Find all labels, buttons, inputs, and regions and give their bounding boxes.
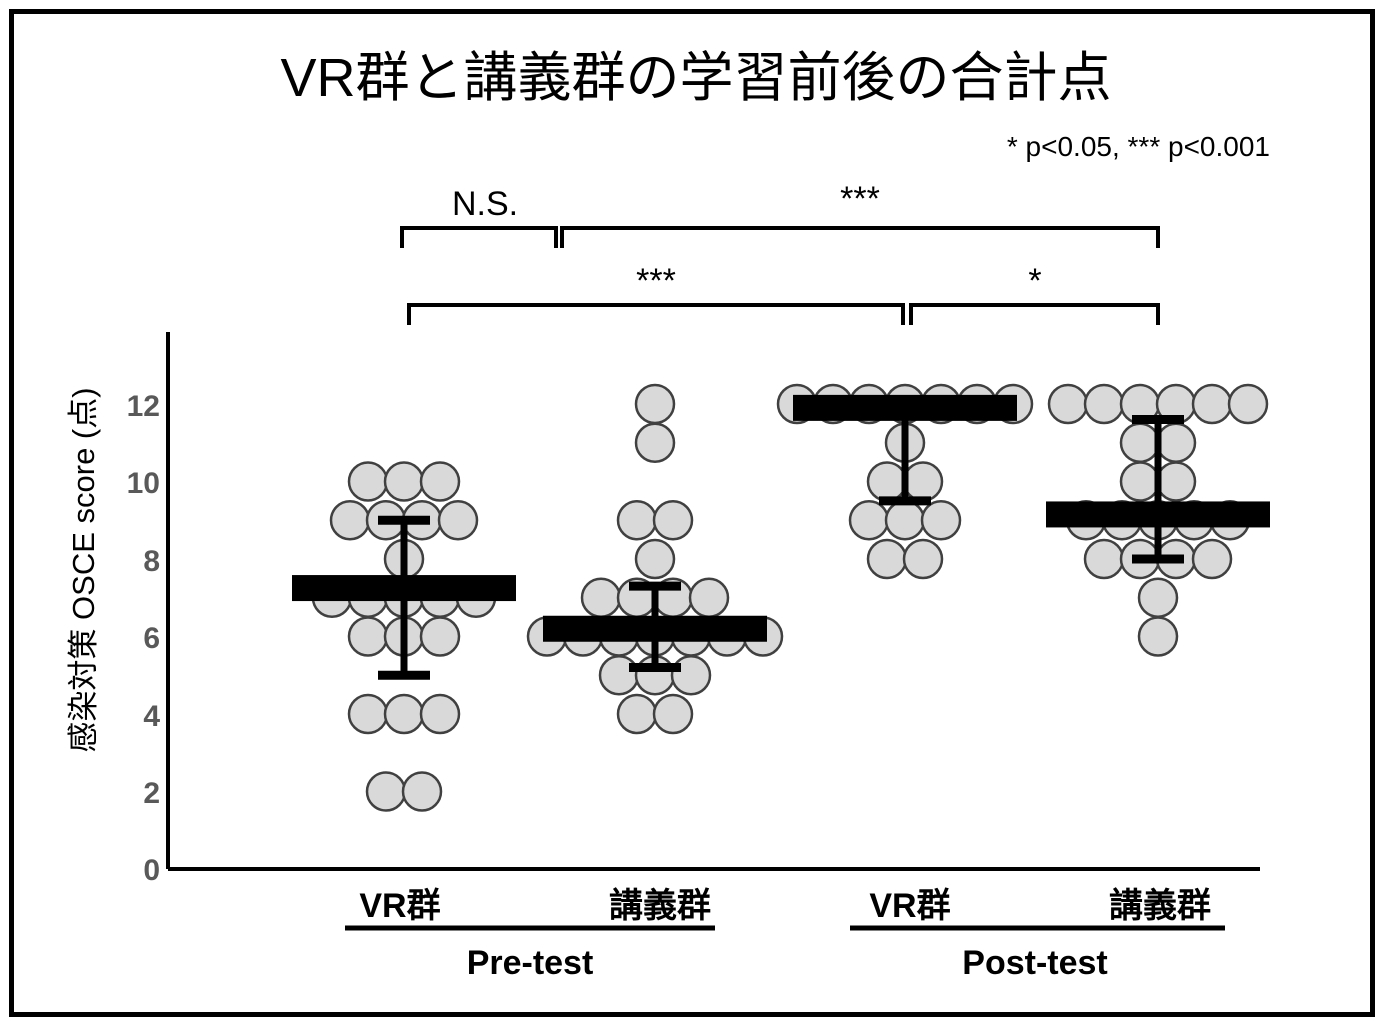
data-point <box>1047 383 1089 425</box>
data-point <box>580 577 622 618</box>
y-tick-0: 0 <box>143 854 160 887</box>
y-tick-2: 2 <box>143 777 160 810</box>
mean-bar <box>793 394 1017 421</box>
data-point <box>652 500 694 541</box>
data-point <box>1155 461 1197 502</box>
data-point <box>1191 538 1233 580</box>
data-point <box>652 693 694 735</box>
data-point <box>884 500 926 541</box>
data-point <box>1119 422 1161 463</box>
y-tick-8: 8 <box>143 545 160 578</box>
data-plot <box>292 383 1270 812</box>
sig-label-post-vr-post-lec: * <box>1028 262 1042 300</box>
data-point <box>1137 577 1179 618</box>
sig-label-pre-lec-post-lec: *** <box>840 180 880 218</box>
data-point <box>347 693 389 735</box>
data-point <box>1083 383 1125 425</box>
data-point <box>365 771 407 812</box>
data-point <box>1227 383 1269 425</box>
data-point <box>598 655 640 696</box>
data-point <box>419 461 461 502</box>
mean-bar <box>543 615 767 642</box>
data-point <box>902 461 944 502</box>
sig-label-ns: N.S. <box>451 185 519 223</box>
data-point <box>688 577 730 618</box>
data-point <box>437 500 479 541</box>
sig-bracket-post-vr-post-lecture <box>909 303 1160 325</box>
data-point <box>848 500 890 541</box>
series-group-2 <box>776 383 1034 580</box>
p-value-legend: * p<0.05, *** p<0.001 <box>1006 131 1270 162</box>
period-label-post-test: Post-test <box>962 944 1108 982</box>
data-point <box>616 500 658 541</box>
sig-label-pre-vr-post-vr: *** <box>636 262 676 300</box>
mean-bar <box>292 575 516 602</box>
y-tick-4: 4 <box>143 700 160 733</box>
y-tick-10: 10 <box>126 467 160 500</box>
data-point <box>383 693 425 735</box>
data-point <box>347 461 389 502</box>
data-point <box>920 500 962 541</box>
data-point <box>1083 538 1125 580</box>
series-group-1 <box>526 383 784 735</box>
data-point <box>634 538 676 580</box>
data-point <box>902 538 944 580</box>
series-group-0 <box>292 461 516 812</box>
sig-bracket-pre-lecture-post-lecture <box>560 226 1160 248</box>
data-point <box>634 422 676 463</box>
group-label-pre-lecture: 講義群 <box>609 887 711 925</box>
data-point <box>401 771 443 812</box>
data-point <box>419 616 461 657</box>
data-point <box>419 693 461 735</box>
data-point <box>329 500 371 541</box>
y-tick-12: 12 <box>126 390 160 423</box>
mean-bar <box>1046 501 1270 528</box>
data-point <box>634 383 676 425</box>
data-point <box>1137 616 1179 657</box>
axis-lines <box>166 332 1260 871</box>
chart-title: VR群と講義群の学習前後の合計点 <box>280 48 1112 108</box>
data-point <box>670 655 712 696</box>
y-tick-6: 6 <box>143 622 160 655</box>
data-point <box>866 461 908 502</box>
data-point <box>866 538 908 580</box>
data-point <box>1191 383 1233 425</box>
data-point <box>1155 422 1197 463</box>
series-group-3 <box>1046 383 1270 657</box>
sig-bracket-pre-vr-post-vr <box>407 303 905 325</box>
group-label-post-vr: VR群 <box>869 887 951 925</box>
period-label-pre-test: Pre-test <box>466 944 594 982</box>
group-label-post-lecture: 講義群 <box>1109 887 1211 925</box>
group-label-pre-vr: VR群 <box>359 887 441 925</box>
data-point <box>347 616 389 657</box>
data-point <box>1119 461 1161 502</box>
data-point <box>383 461 425 502</box>
data-point <box>616 693 658 735</box>
sig-bracket-ns <box>400 226 558 248</box>
